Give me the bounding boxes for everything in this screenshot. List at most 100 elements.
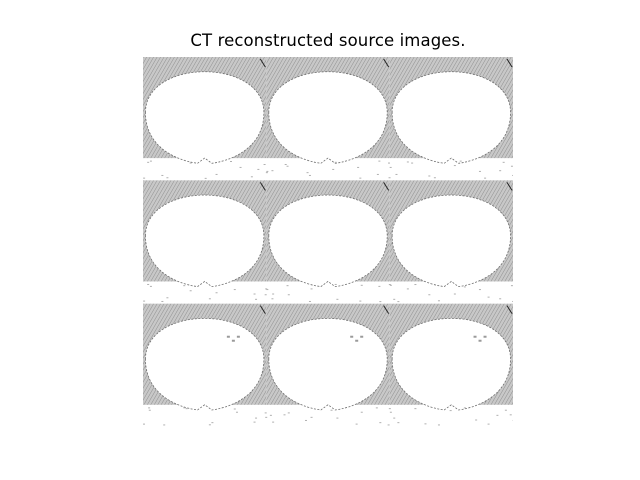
- noise-speck: [389, 411, 392, 413]
- noise-speck: [360, 411, 363, 413]
- noise-speck: [304, 419, 307, 421]
- noise-speck: [510, 285, 513, 287]
- interior-detail-mark: [236, 335, 240, 338]
- ct-image-montage: [143, 57, 513, 427]
- noise-speck: [148, 407, 151, 409]
- noise-speck: [308, 174, 311, 176]
- ct-slice-2-3: [389, 180, 513, 303]
- noise-speck: [161, 174, 164, 176]
- noise-speck: [265, 288, 268, 290]
- noise-speck: [378, 285, 381, 287]
- noise-speck: [208, 298, 211, 300]
- noise-speck: [334, 161, 337, 163]
- noise-speck: [149, 285, 152, 287]
- noise-speck: [453, 165, 456, 167]
- noise-speck: [264, 412, 267, 414]
- body-cross-section: [391, 71, 511, 164]
- noise-speck: [189, 162, 192, 164]
- ct-slice-3-2: [266, 303, 391, 426]
- edge-artifact-mark: [506, 182, 513, 191]
- noise-speck: [397, 301, 400, 303]
- noise-speck: [414, 284, 417, 286]
- noise-speck: [332, 168, 335, 170]
- noise-speck: [235, 411, 238, 413]
- noise-speck: [264, 294, 267, 296]
- noise-speck: [263, 164, 266, 166]
- edge-artifact-mark: [506, 58, 513, 68]
- noise-speck: [388, 177, 391, 179]
- body-cross-section: [145, 194, 265, 288]
- noise-speck: [388, 408, 391, 410]
- noise-speck: [272, 293, 275, 295]
- noise-speck: [286, 165, 289, 167]
- noise-speck: [459, 160, 462, 162]
- noise-speck: [395, 173, 398, 175]
- noise-speck: [334, 283, 337, 285]
- noise-speck: [147, 283, 150, 285]
- noise-speck: [360, 284, 363, 286]
- interior-detail-mark: [231, 339, 235, 342]
- noise-speck: [272, 421, 275, 423]
- noise-speck: [255, 417, 258, 419]
- noise-speck: [424, 423, 427, 425]
- interior-detail-mark: [478, 339, 482, 342]
- edge-artifact-mark: [383, 182, 390, 191]
- interior-detail-mark: [483, 335, 487, 338]
- noise-speck: [143, 300, 146, 302]
- interior-detail-mark: [355, 339, 359, 342]
- noise-speck: [389, 166, 392, 168]
- interior-detail-mark: [360, 335, 364, 338]
- noise-speck: [499, 298, 502, 300]
- noise-speck: [183, 285, 186, 287]
- noise-speck: [388, 284, 391, 286]
- noise-speck: [504, 409, 507, 411]
- noise-speck: [406, 288, 409, 290]
- noise-speck: [463, 407, 466, 409]
- noise-speck: [510, 165, 513, 167]
- noise-speck: [265, 172, 268, 174]
- noise-speck: [463, 286, 466, 288]
- noise-speck: [271, 298, 274, 300]
- ct-slice-3-3: [389, 303, 513, 426]
- noise-speck: [406, 161, 409, 163]
- noise-speck: [185, 408, 188, 410]
- noise-speck: [509, 414, 512, 416]
- noise-speck: [359, 300, 362, 302]
- noise-speck: [437, 300, 440, 302]
- body-cross-section: [268, 71, 388, 164]
- figure-title: CT reconstructed source images.: [190, 31, 466, 50]
- noise-speck: [428, 175, 431, 177]
- noise-speck: [355, 423, 358, 425]
- noise-speck: [211, 422, 214, 424]
- noise-speck: [166, 177, 169, 179]
- noise-speck: [287, 412, 290, 414]
- interior-detail-mark: [226, 335, 230, 338]
- noise-speck: [143, 177, 146, 179]
- noise-speck: [414, 408, 417, 410]
- noise-speck: [257, 168, 260, 170]
- ct-slice-2-2: [266, 180, 391, 303]
- noise-speck: [376, 173, 379, 175]
- noise-speck: [147, 161, 150, 163]
- noise-speck: [208, 424, 211, 426]
- noise-speck: [148, 409, 151, 411]
- noise-speck: [266, 170, 269, 172]
- noise-speck: [310, 416, 313, 418]
- noise-speck: [449, 410, 452, 412]
- noise-speck: [453, 293, 456, 295]
- noise-speck: [266, 289, 269, 291]
- noise-speck: [269, 414, 272, 416]
- noise-speck: [183, 407, 186, 409]
- noise-speck: [253, 421, 256, 423]
- noise-speck: [487, 296, 490, 298]
- noise-speck: [336, 298, 339, 300]
- interior-detail-mark: [350, 335, 354, 338]
- noise-speck: [512, 174, 513, 176]
- ct-slice-1-1: [143, 57, 268, 179]
- noise-speck: [478, 170, 481, 172]
- ct-slice-1-3: [389, 57, 513, 179]
- noise-speck: [437, 424, 440, 426]
- noise-speck: [166, 297, 169, 299]
- noise-speck: [308, 300, 311, 302]
- edge-artifact-mark: [383, 58, 390, 68]
